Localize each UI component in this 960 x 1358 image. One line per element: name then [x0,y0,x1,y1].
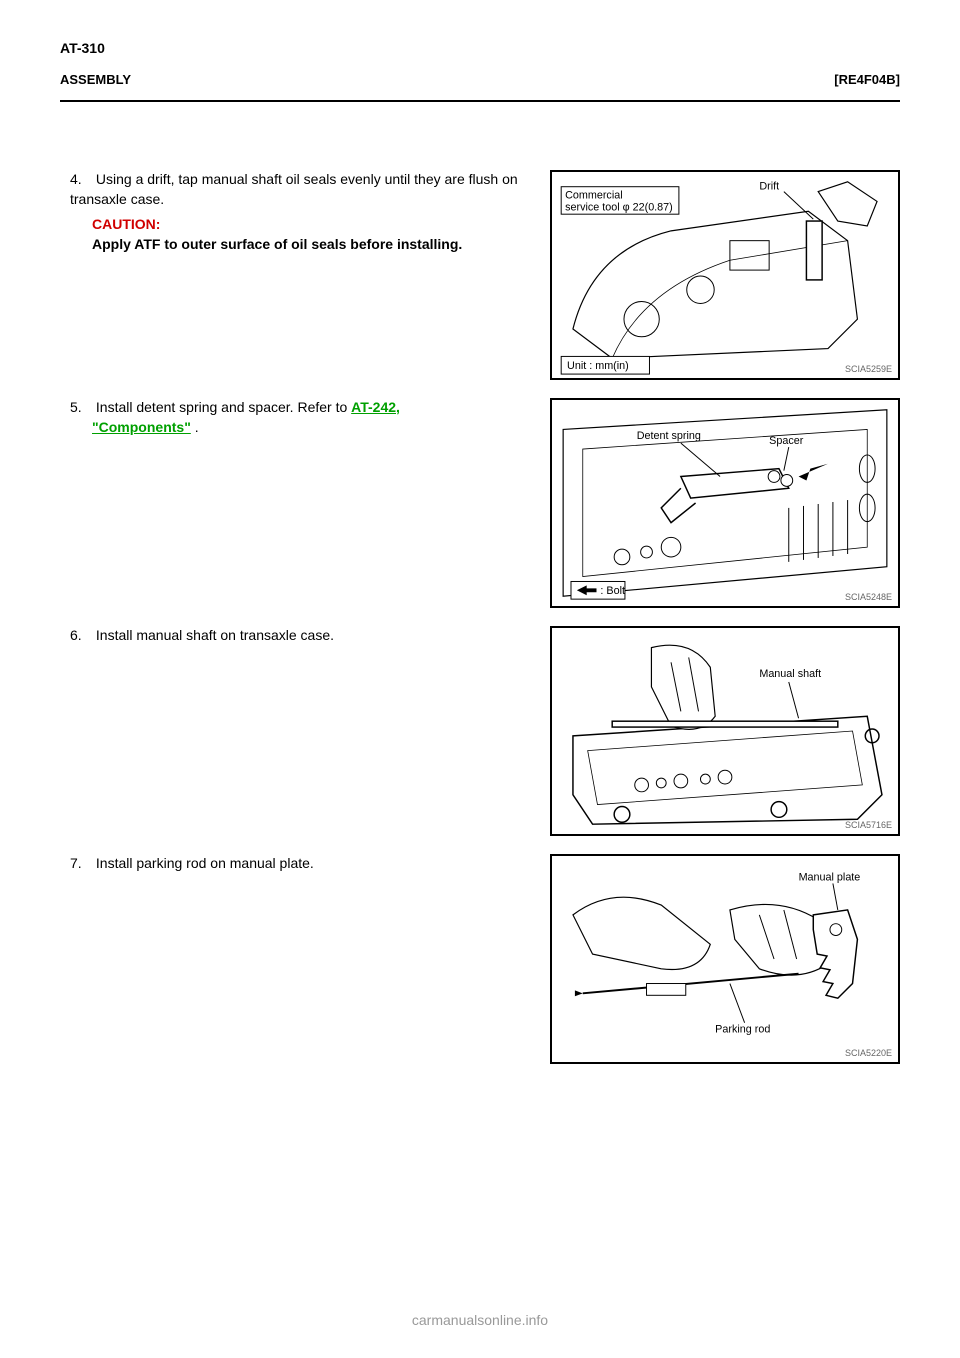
step-7-row: 7. Install parking rod on manual plate. [70,854,900,1064]
unit-label: Unit : mm(in) [567,360,629,372]
step-7-text: 7. Install parking rod on manual plate. [70,854,550,1064]
section-title-left: ASSEMBLY [60,72,131,87]
caution-label: CAUTION: [92,216,160,232]
spacer-label: Spacer [769,435,804,447]
figure-3-id: SCIA5716E [845,820,892,830]
step-5-text: 5. Install detent spring and spacer. Ref… [70,398,550,608]
page: AT-310 ASSEMBLY [RE4F04B] 4. Using a dri… [0,0,960,1358]
step-5-tail: . [195,419,199,435]
step-5-row: 5. Install detent spring and spacer. Ref… [70,398,900,608]
step-4-num: 4. [70,170,92,190]
content: 4. Using a drift, tap manual shaft oil s… [70,170,900,1082]
shaft-label: Manual shaft [759,668,821,680]
figure-4-id: SCIA5220E [845,1048,892,1058]
step-6-body: Install manual shaft on transaxle case. [96,627,334,643]
step-6-text: 6. Install manual shaft on transaxle cas… [70,626,550,836]
step-7-num: 7. [70,854,92,874]
footer-watermark: carmanualsonline.info [0,1312,960,1328]
figure-1: Drift Commercial service tool φ 22(0.87)… [550,170,900,380]
caution-text: Apply ATF to outer surface of oil seals … [92,236,462,252]
figure-1-id: SCIA5259E [845,364,892,374]
section-title-right: [RE4F04B] [834,72,900,87]
link-components[interactable]: "Components" [92,419,191,435]
page-number: AT-310 [60,40,105,56]
step-6-num: 6. [70,626,92,646]
rod-label: Parking rod [715,1024,770,1036]
step-6-row: 6. Install manual shaft on transaxle cas… [70,626,900,836]
tool-label-1: Commercial [565,189,623,201]
step-4-text: 4. Using a drift, tap manual shaft oil s… [70,170,550,380]
tool-label-2: service tool φ 22(0.87) [565,201,673,213]
step-5-num: 5. [70,398,92,418]
link-at242[interactable]: AT-242, [351,399,400,415]
drift-label: Drift [759,181,779,193]
bolt-label: : Bolt [600,585,625,597]
header-rule [60,100,900,102]
step-4-body: Using a drift, tap manual shaft oil seal… [70,171,518,207]
figure-3: Manual shaft SCIA5716E [550,626,900,836]
plate-label: Manual plate [799,872,861,884]
step-4-row: 4. Using a drift, tap manual shaft oil s… [70,170,900,380]
detent-label: Detent spring [637,430,701,442]
step-5-body: Install detent spring and spacer. Refer … [96,399,351,415]
figure-2: Detent spring Spacer : Bolt SCIA5248E [550,398,900,608]
step-7-body: Install parking rod on manual plate. [96,855,314,871]
header: ASSEMBLY [RE4F04B] [60,72,900,87]
figure-4: Manual plate Parking rod SCIA5220E [550,854,900,1064]
figure-2-id: SCIA5248E [845,592,892,602]
